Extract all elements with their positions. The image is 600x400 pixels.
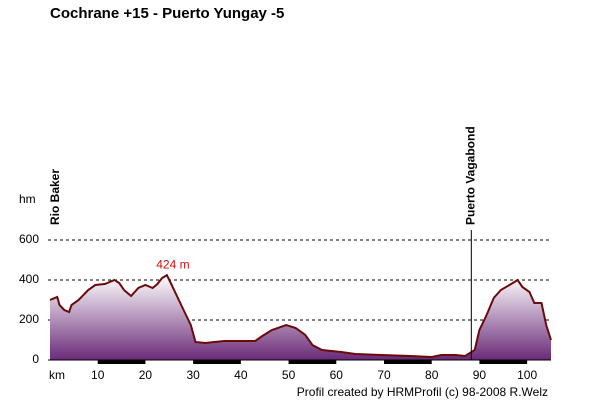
place-label: Rio Baker (48, 169, 62, 225)
scale-bar (193, 360, 241, 364)
x-axis-label: km (49, 368, 65, 382)
scale-bar (384, 360, 432, 364)
x-tick-label: 100 (517, 368, 537, 382)
peak-label: 424 m (156, 257, 189, 271)
x-tick-label: 30 (186, 368, 200, 382)
x-tick-label: 50 (282, 368, 296, 382)
scale-bar (288, 360, 337, 364)
y-tick-label: 0 (32, 352, 39, 366)
scale-bar (97, 360, 146, 364)
x-tick-label: 60 (330, 368, 344, 382)
x-tick-label: 20 (139, 368, 153, 382)
x-tick-label: 80 (425, 368, 439, 382)
place-label: Puerto Vagabond (463, 126, 477, 225)
profile-line (49, 273, 552, 359)
x-tick-label: 70 (377, 368, 391, 382)
x-tick-label: 90 (473, 368, 487, 382)
y-tick-label: 400 (19, 272, 39, 286)
y-axis-label: hm (19, 192, 36, 206)
chart-title: Cochrane +15 - Puerto Yungay -5 (50, 5, 284, 22)
x-tick-label: 10 (91, 368, 105, 382)
y-tick-label: 600 (19, 232, 39, 246)
credit: Profil created by HRMProfil (c) 98-2008 … (297, 385, 548, 399)
area-fill (50, 275, 551, 360)
x-tick-label: 40 (234, 368, 248, 382)
scale-bar (479, 360, 528, 364)
y-tick-label: 200 (19, 312, 39, 326)
